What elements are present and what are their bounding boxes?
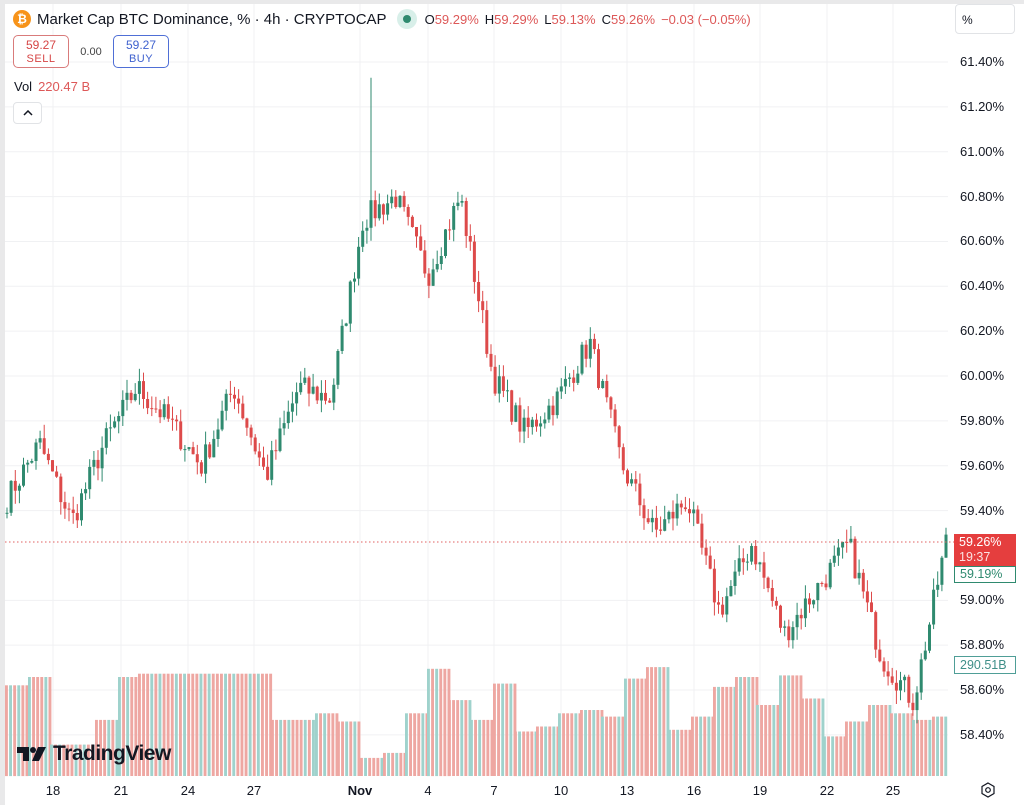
- price-axis-label: 59.60%: [960, 457, 1005, 473]
- time-axis-label: 21: [113, 783, 129, 798]
- time-axis-label: Nov: [347, 783, 373, 798]
- ohlc-open-value: 59.29%: [434, 11, 479, 27]
- spread-value: 0.00: [80, 45, 102, 58]
- price-axis-label: 58.60%: [960, 682, 1005, 698]
- price-axis-label: 61.20%: [960, 98, 1005, 114]
- tradingview-logo-text: TradingView: [53, 742, 171, 765]
- bitcoin-icon: ₿: [13, 10, 31, 28]
- collapse-legend-button[interactable]: [13, 102, 42, 124]
- ohlc-change: −0.03 (−0.05%): [661, 11, 751, 27]
- tradingview-logo-icon: [17, 747, 46, 761]
- ohlc-close-key: C: [601, 11, 611, 27]
- ohlc-high-key: H: [484, 11, 495, 27]
- sell-price: 59.27: [25, 37, 57, 52]
- time-axis-label: 19: [752, 783, 768, 798]
- symbol-legend: ₿ Market Cap BTC Dominance, % · 4h · CRY…: [13, 9, 751, 29]
- prev-close-tag: 59.19%: [954, 566, 1016, 583]
- market-open-status-icon: [396, 9, 417, 29]
- buy-label: BUY: [128, 52, 154, 65]
- time-axis-label: 27: [246, 783, 262, 798]
- volume-label: Vol: [14, 79, 33, 94]
- top-border: [0, 0, 1024, 4]
- tradingview-logo[interactable]: TradingView: [17, 742, 171, 766]
- sell-button[interactable]: 59.27 SELL: [13, 35, 69, 68]
- price-unit-selector[interactable]: %: [955, 4, 1015, 34]
- price-axis-label: 60.60%: [960, 233, 1005, 249]
- trade-panel: 59.27 SELL 0.00 59.27 BUY: [13, 35, 169, 68]
- sell-label: SELL: [26, 52, 56, 65]
- time-axis-label: 13: [619, 783, 635, 798]
- price-axis-label: 59.40%: [960, 502, 1005, 518]
- price-axis-label: 61.00%: [960, 143, 1005, 159]
- last-price-value: 59.26%: [959, 535, 1002, 549]
- left-border: [0, 0, 5, 805]
- time-axis-label: 7: [490, 783, 498, 798]
- time-axis-label: 4: [424, 783, 432, 798]
- price-axis-label: 58.40%: [960, 726, 1005, 742]
- time-axis-label: 18: [45, 783, 61, 798]
- price-axis-label: 60.40%: [960, 278, 1005, 294]
- chevron-up-icon: [22, 110, 33, 116]
- price-axis-label: 60.80%: [960, 188, 1005, 204]
- volume-value: 220.47 B: [38, 79, 91, 94]
- ohlc-high-value: 59.29%: [494, 11, 539, 27]
- time-axis-label: 25: [885, 783, 901, 798]
- time-axis-label: 10: [553, 783, 569, 798]
- chart-settings-icon[interactable]: [980, 782, 996, 798]
- ohlc-close-value: 59.26%: [610, 11, 656, 27]
- price-axis-label: 61.40%: [960, 54, 1005, 69]
- bar-countdown: 19:37: [959, 550, 991, 564]
- ohlc-low-value: 59.13%: [551, 11, 596, 27]
- ohlc-low-key: L: [544, 11, 552, 27]
- price-axis-label: 59.00%: [960, 592, 1005, 608]
- symbol-title[interactable]: Market Cap BTC Dominance, % · 4h · CRYPT…: [37, 10, 387, 28]
- price-axis-label: 59.80%: [960, 412, 1005, 428]
- time-axis-label: 16: [686, 783, 702, 798]
- ohlc-open-key: O: [424, 11, 435, 27]
- buy-button[interactable]: 59.27 BUY: [113, 35, 169, 68]
- price-axis-label: 60.00%: [960, 368, 1005, 384]
- time-axis-label: 24: [180, 783, 196, 798]
- volume-legend: Vol 220.47 B: [14, 79, 90, 94]
- ohlc-values: O59.29% H59.29% L59.13% C59.26% −0.03 (−…: [425, 12, 751, 27]
- price-axis-label: 58.80%: [960, 637, 1005, 653]
- time-axis-label: 22: [819, 783, 835, 798]
- last-price-tag: 59.26% 19:37: [954, 534, 1016, 566]
- volume-tag: 290.51B: [954, 656, 1016, 674]
- price-axis-label: 60.20%: [960, 323, 1005, 339]
- buy-price: 59.27: [125, 37, 157, 52]
